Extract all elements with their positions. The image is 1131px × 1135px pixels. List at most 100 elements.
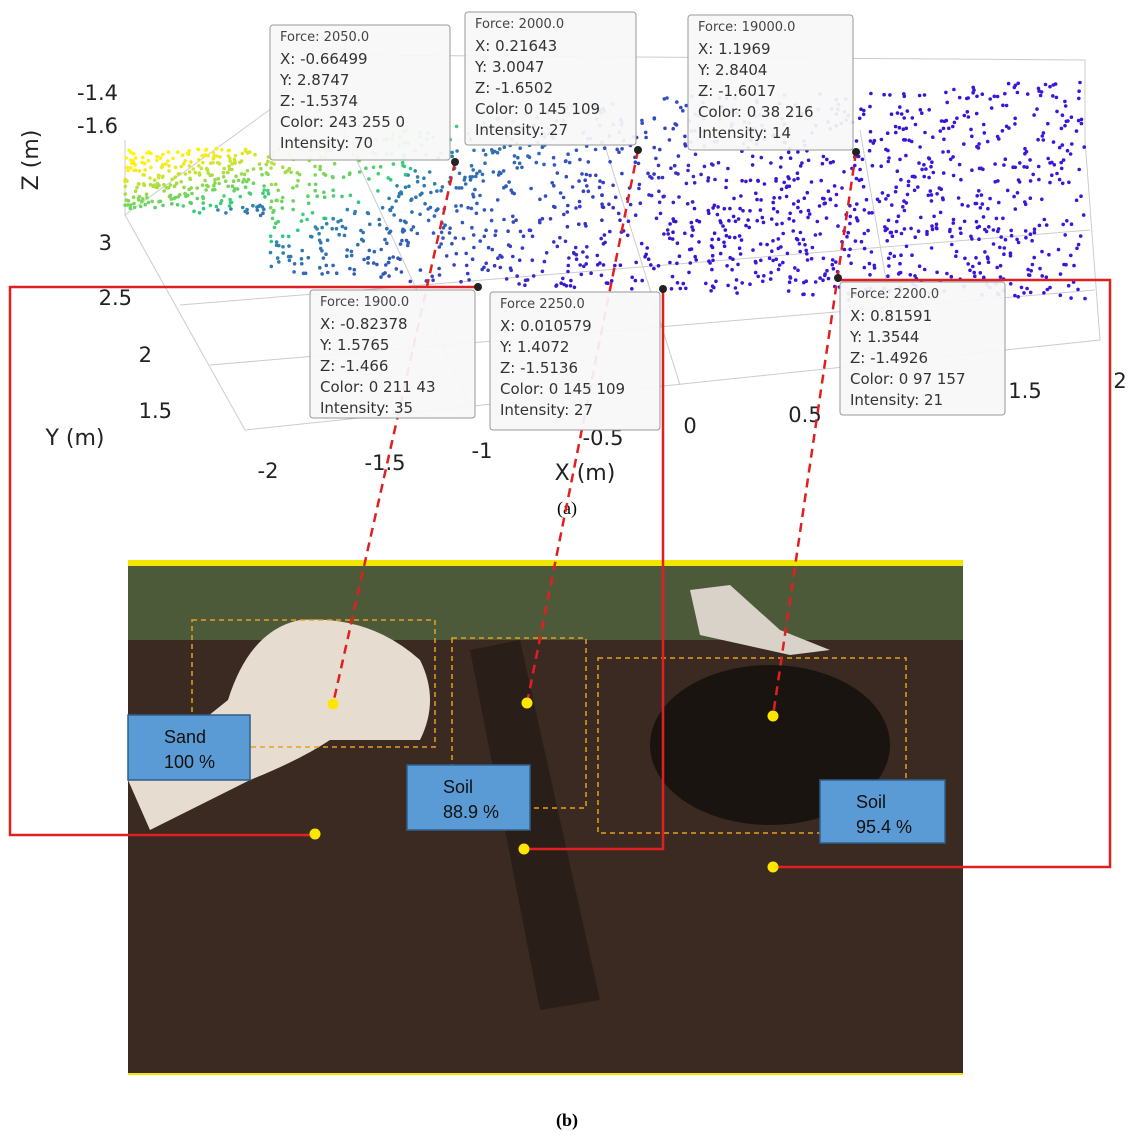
cloud-point	[475, 202, 479, 206]
cloud-point	[906, 109, 910, 113]
cloud-point	[427, 219, 431, 223]
cloud-point	[747, 226, 751, 230]
cloud-point	[596, 254, 600, 258]
cloud-point	[771, 239, 775, 243]
cloud-point	[575, 148, 579, 152]
cloud-point	[166, 159, 170, 163]
cloud-point	[751, 155, 755, 159]
cloud-point	[445, 254, 449, 258]
cloud-point	[716, 205, 720, 209]
cloud-point	[167, 169, 171, 173]
cloud-point	[486, 269, 490, 273]
cloud-point	[996, 95, 1000, 99]
cloud-point	[259, 214, 263, 218]
cloud-point	[677, 154, 681, 158]
cloud-point	[975, 112, 979, 116]
cloud-point	[855, 139, 859, 143]
cloud-point	[684, 144, 688, 148]
cloud-point	[1060, 167, 1064, 171]
cloud-point	[807, 159, 811, 163]
cloud-point	[693, 255, 697, 259]
cloud-point	[854, 239, 858, 243]
cloud-point	[686, 202, 690, 206]
cloud-point	[678, 254, 682, 258]
y-tick-label: 2	[139, 343, 152, 367]
cloud-point	[816, 220, 820, 224]
cloud-point	[1013, 294, 1017, 298]
cloud-point	[707, 212, 711, 216]
cloud-point	[467, 278, 471, 282]
cloud-point	[981, 168, 985, 172]
cloud-point	[952, 88, 956, 92]
cloud-point	[404, 221, 408, 225]
cloud-point	[661, 176, 665, 180]
cloud-point	[805, 252, 809, 256]
cloud-point	[963, 220, 967, 224]
cloud-point	[846, 231, 850, 235]
cloud-point	[430, 275, 434, 279]
cloud-point	[228, 198, 232, 202]
cloud-point	[853, 164, 857, 168]
cloud-point	[751, 163, 755, 167]
cloud-point	[634, 160, 638, 164]
cloud-point	[1067, 181, 1071, 185]
cloud-point	[134, 189, 138, 193]
cloud-point	[970, 168, 974, 172]
cloud-point	[404, 186, 408, 190]
cloud-point	[1042, 131, 1046, 135]
cloud-point	[281, 206, 285, 210]
cloud-point	[977, 146, 981, 150]
cloud-point	[481, 179, 485, 183]
cloud-point	[439, 242, 443, 246]
cloud-point	[1051, 94, 1055, 98]
cloud-point	[227, 149, 231, 153]
photo-top-bar	[128, 560, 963, 566]
datatip-line: Color: 0 38 216	[698, 103, 814, 121]
cloud-point	[125, 166, 129, 170]
cloud-point	[246, 169, 250, 173]
cloud-point	[126, 169, 130, 173]
cloud-point	[491, 248, 495, 252]
y-axis-label: Y (m)	[44, 426, 104, 451]
datatip-point	[852, 148, 860, 156]
cloud-point	[224, 179, 228, 183]
cloud-point	[787, 151, 791, 155]
cloud-point	[772, 207, 776, 211]
cloud-point	[894, 125, 898, 129]
cloud-point	[867, 211, 871, 215]
cloud-point	[567, 256, 571, 260]
datatip-line: Intensity: 27	[500, 401, 593, 419]
cloud-point	[948, 230, 952, 234]
cloud-point	[224, 211, 228, 215]
cloud-point	[659, 212, 663, 216]
cloud-point	[585, 245, 589, 249]
cloud-point	[814, 233, 818, 237]
cloud-point	[211, 188, 215, 192]
cloud-point	[232, 189, 236, 193]
cloud-point	[1045, 275, 1049, 279]
cloud-point	[164, 162, 168, 166]
cloud-point	[1057, 248, 1061, 252]
cloud-point	[679, 106, 683, 110]
cloud-point	[932, 171, 936, 175]
cloud-point	[969, 235, 973, 239]
cloud-point	[869, 130, 873, 134]
cloud-point	[132, 152, 136, 156]
cloud-point	[135, 186, 139, 190]
cloud-point	[834, 204, 838, 208]
cloud-point	[189, 186, 193, 190]
cloud-point	[833, 184, 837, 188]
cloud-point	[725, 179, 729, 183]
cloud-point	[870, 250, 874, 254]
cloud-point	[281, 245, 285, 249]
cloud-point	[969, 128, 973, 132]
cloud-point	[418, 213, 422, 217]
cloud-point	[863, 247, 867, 251]
cloud-point	[287, 255, 291, 259]
cloud-point	[1013, 86, 1017, 90]
cloud-point	[157, 200, 161, 204]
cloud-point	[568, 161, 572, 165]
cloud-point	[234, 154, 238, 158]
cloud-point	[389, 230, 393, 234]
cloud-point	[494, 229, 498, 233]
